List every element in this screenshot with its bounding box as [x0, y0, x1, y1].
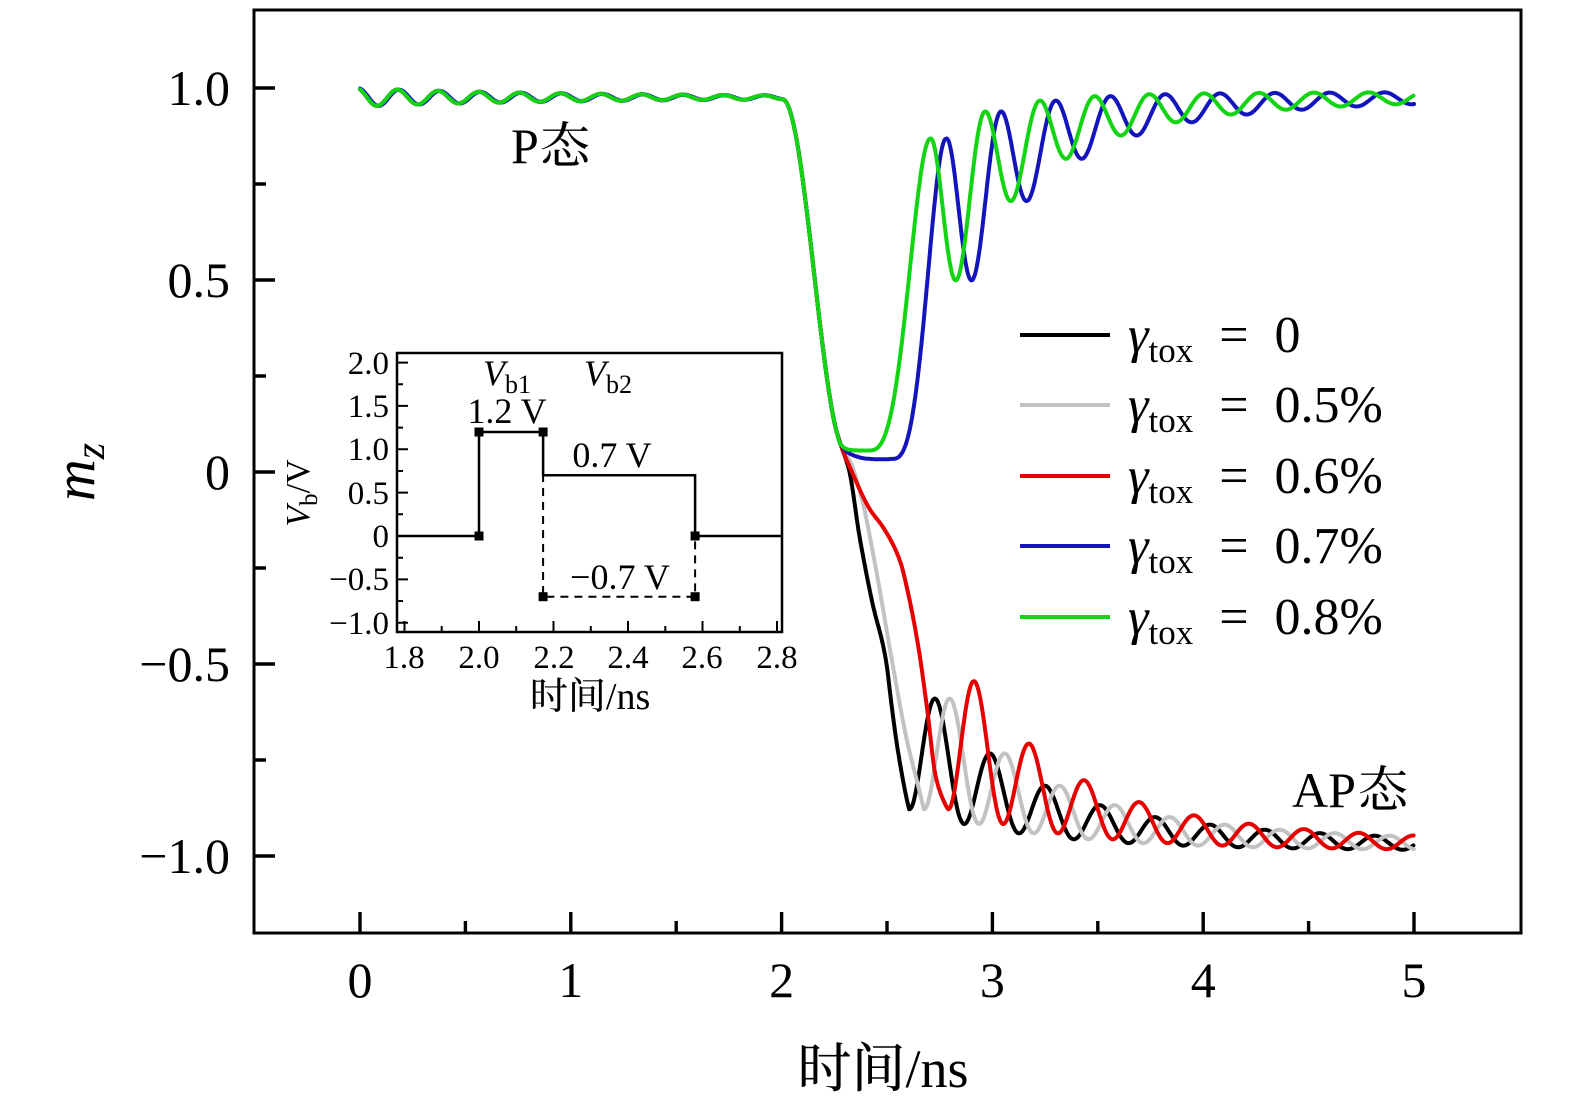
svg-text:1.0: 1.0: [348, 432, 389, 468]
svg-text:0: 0: [348, 952, 373, 1008]
svg-text:/ns: /ns: [906, 1039, 969, 1099]
svg-text:1.8: 1.8: [383, 640, 424, 676]
svg-text:5: 5: [1402, 952, 1427, 1008]
svg-text:γtox = 0.8%: γtox = 0.8%: [1128, 589, 1383, 652]
svg-text:γtox = 0.5%: γtox = 0.5%: [1128, 377, 1383, 440]
svg-text:−0.5: −0.5: [329, 562, 389, 598]
svg-text:−0.7 V: −0.7 V: [570, 557, 670, 597]
svg-text:2.6: 2.6: [681, 640, 722, 676]
svg-text:1.2 V: 1.2 V: [467, 391, 546, 431]
svg-text:2.0: 2.0: [348, 346, 389, 382]
svg-text:2.8: 2.8: [756, 640, 797, 676]
svg-text:AP: AP: [1292, 762, 1356, 818]
svg-text:Vb/V: Vb/V: [280, 459, 323, 527]
svg-text:4: 4: [1191, 952, 1216, 1008]
svg-text:0: 0: [205, 444, 230, 500]
svg-text:/ns: /ns: [606, 676, 650, 718]
svg-text:2.2: 2.2: [533, 640, 574, 676]
svg-text:1: 1: [558, 952, 583, 1008]
svg-text:Vb1: Vb1: [483, 353, 531, 399]
svg-text:−1.0: −1.0: [139, 828, 230, 884]
svg-text:0.5: 0.5: [168, 252, 231, 308]
svg-text:1.0: 1.0: [168, 60, 231, 116]
svg-text:2: 2: [769, 952, 794, 1008]
svg-text:−1.0: −1.0: [329, 606, 389, 642]
svg-text:3: 3: [980, 952, 1005, 1008]
svg-text:0: 0: [373, 519, 390, 555]
svg-text:2.4: 2.4: [607, 640, 648, 676]
svg-text:P: P: [511, 118, 539, 174]
svg-text:Vb2: Vb2: [584, 353, 632, 399]
svg-text:1.5: 1.5: [348, 389, 389, 425]
svg-text:0.7 V: 0.7 V: [572, 435, 651, 475]
svg-text:2.0: 2.0: [458, 640, 499, 676]
svg-text:γtox = 0.7%: γtox = 0.7%: [1128, 518, 1383, 581]
svg-text:γtox = 0: γtox = 0: [1128, 307, 1301, 370]
svg-text:γtox = 0.6%: γtox = 0.6%: [1128, 448, 1383, 511]
svg-text:0.5: 0.5: [348, 476, 389, 512]
svg-text:−0.5: −0.5: [139, 636, 230, 692]
